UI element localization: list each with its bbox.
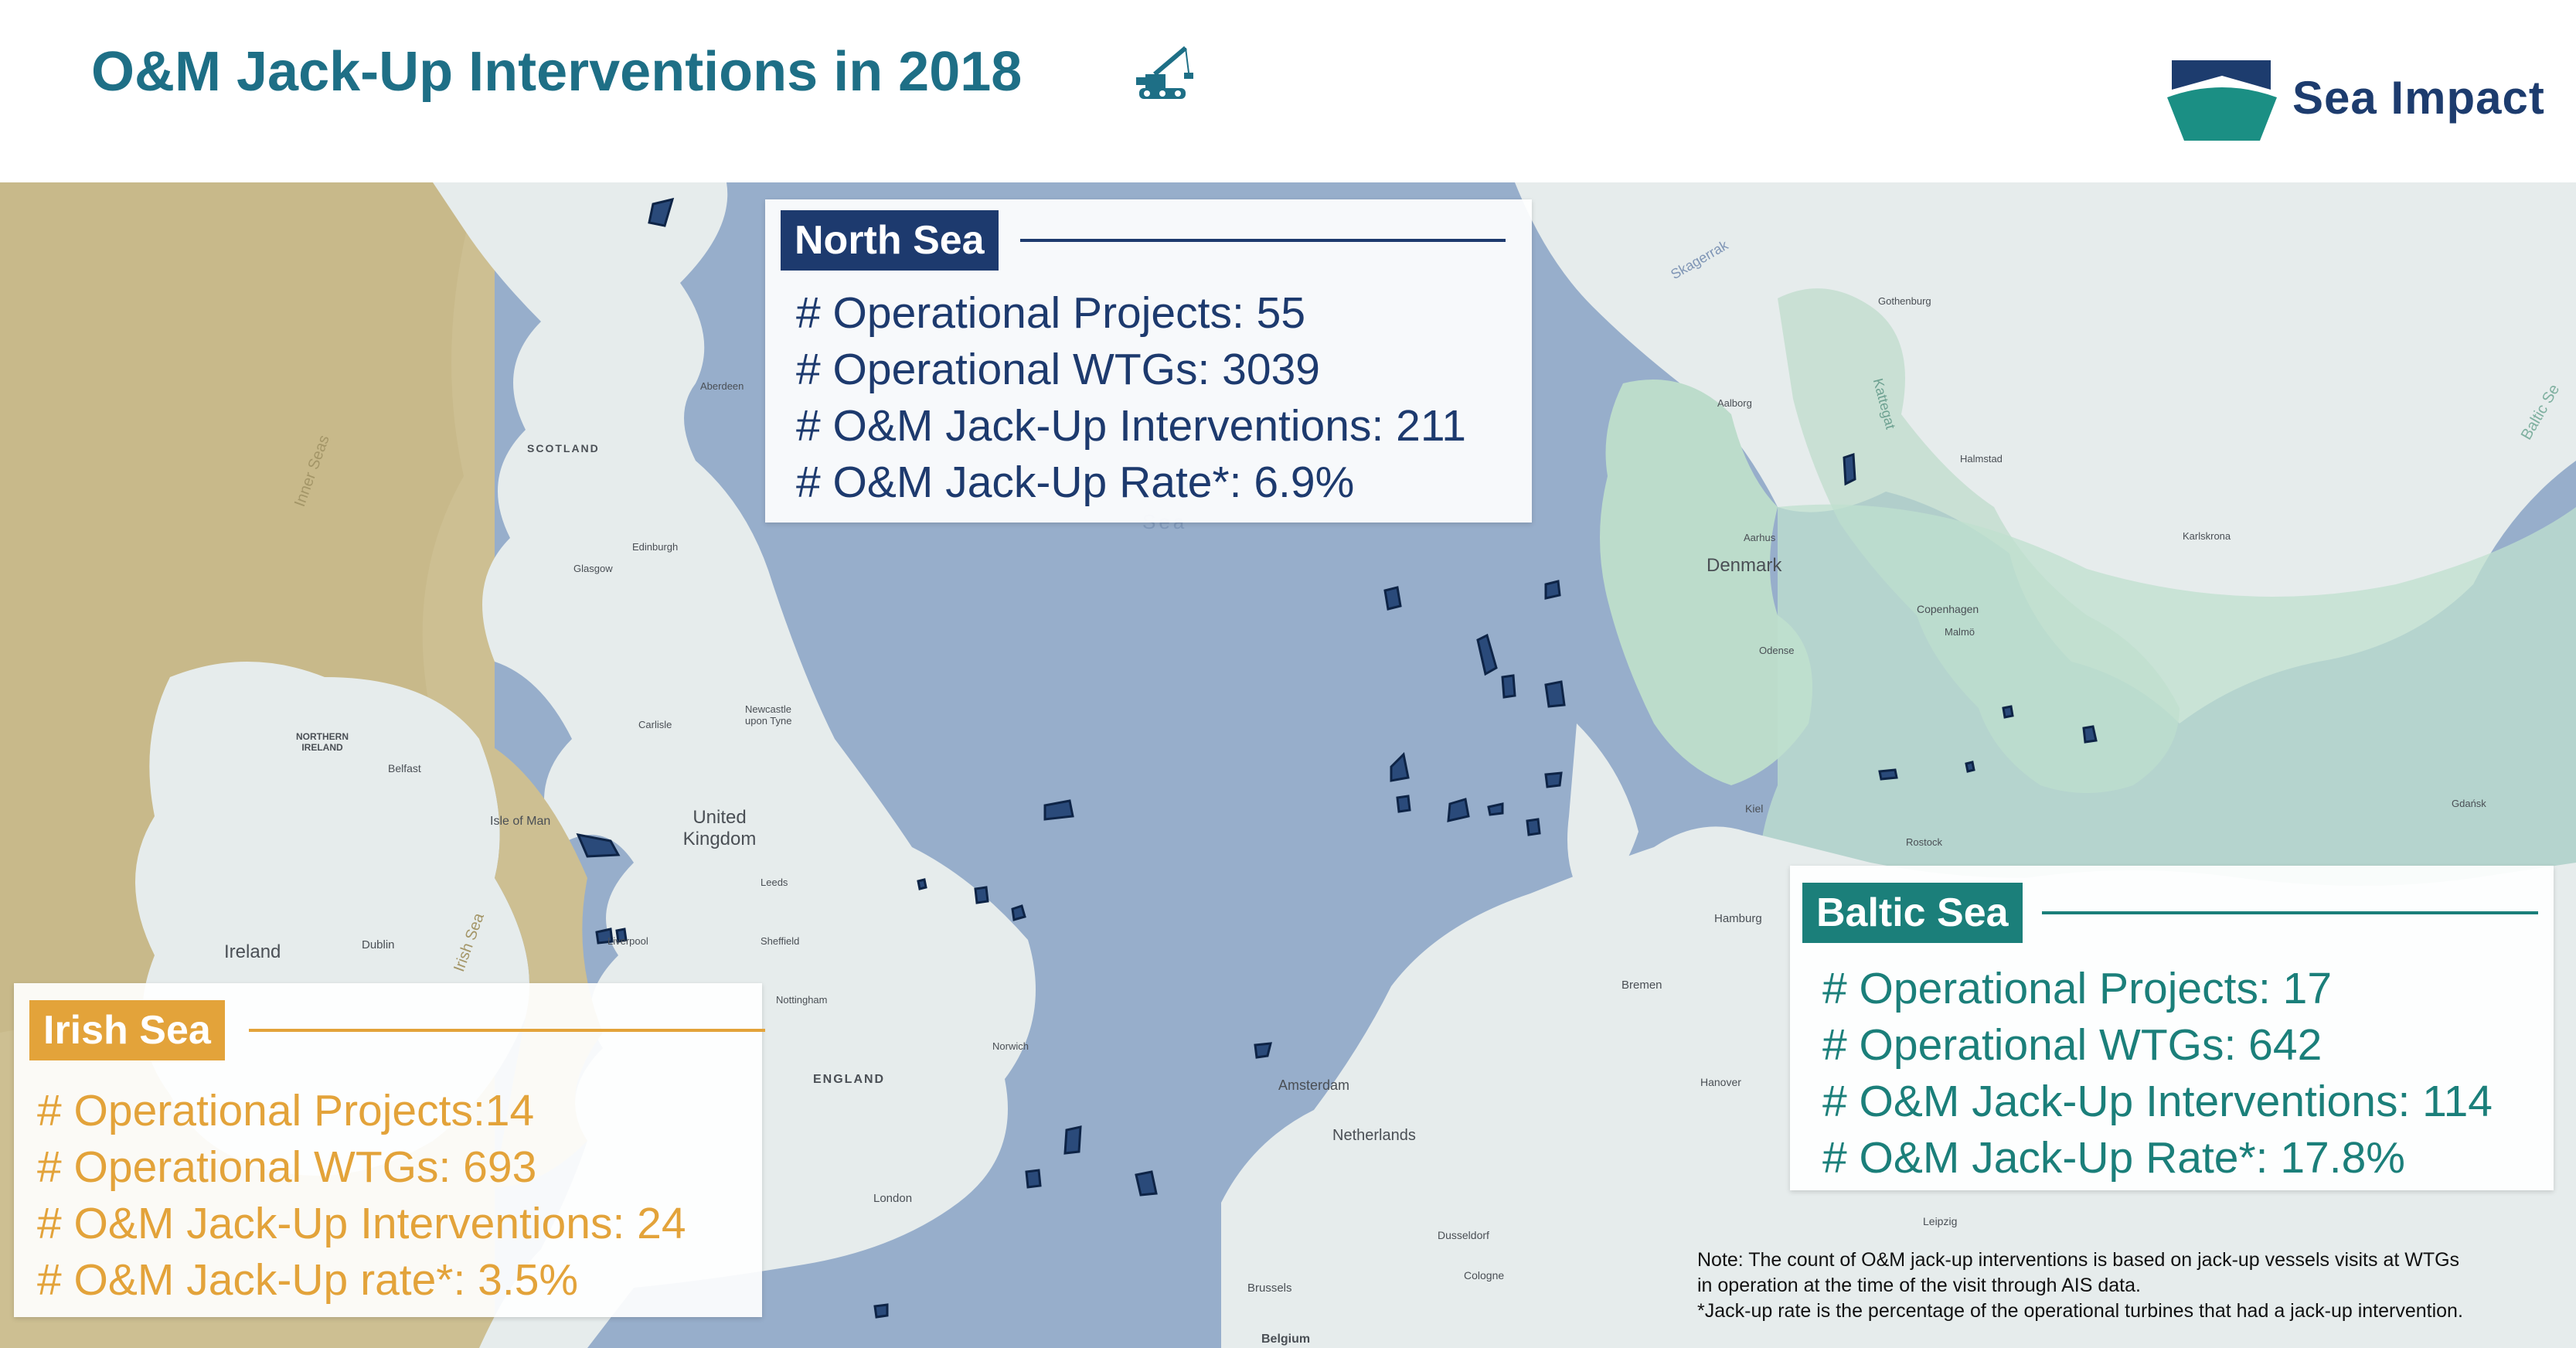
map-label-scotland: SCOTLAND bbox=[527, 442, 600, 454]
irish-sea-heading-rule bbox=[249, 1029, 765, 1032]
irish-sea-stat-wtgs: # Operational WTGs: 693 bbox=[37, 1142, 537, 1192]
map-label-glasgow: Glasgow bbox=[573, 563, 613, 574]
map-label-united-kingdom: United Kingdom bbox=[682, 807, 757, 849]
footnote-line-1: Note: The count of O&M jack-up intervent… bbox=[1697, 1249, 2460, 1271]
map-label-cologne: Cologne bbox=[1464, 1269, 1505, 1282]
north-sea-stat-interventions: # O&M Jack-Up Interventions: 211 bbox=[796, 401, 1466, 451]
irish-sea-stat-projects: # Operational Projects:14 bbox=[37, 1086, 535, 1135]
map-label-newcastle: Newcastle upon Tyne bbox=[745, 703, 792, 727]
north-sea-stat-rate: # O&M Jack-Up Rate*: 6.9% bbox=[796, 458, 1355, 507]
crane-icon bbox=[1136, 46, 1193, 99]
map-label-hamburg: Hamburg bbox=[1714, 912, 1762, 925]
map-label-nottingham: Nottingham bbox=[776, 994, 828, 1006]
map-label-dusseldorf: Dusseldorf bbox=[1438, 1229, 1489, 1241]
map-label-odense: Odense bbox=[1759, 645, 1795, 656]
map-label-gdansk: Gdańsk bbox=[2452, 798, 2486, 809]
great-britain-shape bbox=[433, 182, 1036, 1348]
denmark-shape bbox=[1600, 380, 1812, 785]
footnote-line-2: in operation at the time of the visit th… bbox=[1697, 1275, 2141, 1296]
map-label-halmstad: Halmstad bbox=[1960, 453, 2003, 465]
map-label-sheffield: Sheffield bbox=[761, 935, 800, 947]
footnote-line-3: *Jack-up rate is the percentage of the o… bbox=[1697, 1300, 2463, 1322]
baltic-sea-panel: Baltic Sea # Operational Projects: 17 # … bbox=[1790, 866, 2554, 1190]
map-label-england: ENGLAND bbox=[813, 1073, 886, 1086]
ship-hull-logo-icon bbox=[2167, 60, 2277, 141]
map-label-leipzig: Leipzig bbox=[1923, 1215, 1958, 1227]
north-sea-panel: North Sea # Operational Projects: 55 # O… bbox=[765, 199, 1532, 523]
map-label-northern-ireland: NORTHERN IRELAND bbox=[296, 731, 349, 753]
map-label-brussels: Brussels bbox=[1247, 1282, 1292, 1295]
wind-farm-polygons bbox=[648, 197, 1566, 1319]
map-label-london: London bbox=[873, 1192, 913, 1205]
header: O&M Jack-Up Interventions in 2018 Sea Im… bbox=[0, 0, 2576, 182]
irish-sea-stat-rate: # O&M Jack-Up rate*: 3.5% bbox=[37, 1255, 579, 1305]
baltic-sea-stat-rate: # O&M Jack-Up Rate*: 17.8% bbox=[1822, 1133, 2405, 1183]
north-sea-stat-projects: # Operational Projects: 55 bbox=[796, 288, 1306, 338]
baltic-sea-heading: Baltic Sea bbox=[1802, 883, 2023, 943]
map-label-aarhus: Aarhus bbox=[1744, 532, 1776, 543]
map-label-copenhagen: Copenhagen bbox=[1917, 603, 1979, 615]
footnote: Note: The count of O&M jack-up intervent… bbox=[1697, 1248, 2555, 1324]
irish-sea-heading: Irish Sea bbox=[29, 1000, 225, 1060]
map-label-isle-of-man: Isle of Man bbox=[490, 815, 551, 828]
map-label-edinburgh: Edinburgh bbox=[632, 541, 679, 553]
north-sea-heading: North Sea bbox=[781, 210, 999, 271]
map-label-rostock: Rostock bbox=[1906, 836, 1942, 848]
map-label-ireland: Ireland bbox=[224, 941, 281, 962]
brand-name: Sea Impact bbox=[2292, 72, 2545, 124]
map-label-netherlands: Netherlands bbox=[1332, 1127, 1416, 1144]
north-sea-stat-wtgs: # Operational WTGs: 3039 bbox=[796, 345, 1320, 394]
map-label-gothenburg: Gothenburg bbox=[1878, 295, 1931, 307]
irish-sea-panel: Irish Sea # Operational Projects:14 # Op… bbox=[14, 983, 765, 1317]
map-label-amsterdam: Amsterdam bbox=[1278, 1077, 1350, 1093]
irish-sea-stat-interventions: # O&M Jack-Up Interventions: 24 bbox=[37, 1199, 686, 1248]
map-label-bremen: Bremen bbox=[1621, 979, 1662, 992]
baltic-sea-stat-interventions: # O&M Jack-Up Interventions: 114 bbox=[1822, 1077, 2493, 1126]
north-sea-heading-rule bbox=[1020, 239, 1506, 242]
map-label-aberdeen: Aberdeen bbox=[700, 380, 744, 392]
map-label-kiel: Kiel bbox=[1745, 802, 1764, 815]
map-label-hanover: Hanover bbox=[1700, 1076, 1741, 1088]
baltic-sea-stat-projects: # Operational Projects: 17 bbox=[1822, 964, 2333, 1013]
map-label-denmark: Denmark bbox=[1707, 555, 1782, 576]
map-label-belfast: Belfast bbox=[388, 762, 421, 774]
baltic-sea-heading-rule bbox=[2042, 911, 2538, 914]
page-title: O&M Jack-Up Interventions in 2018 bbox=[91, 41, 1023, 103]
baltic-sea-stat-wtgs: # Operational WTGs: 642 bbox=[1822, 1020, 2322, 1070]
map-label-carlisle: Carlisle bbox=[638, 719, 672, 730]
map-label-karlskrona: Karlskrona bbox=[2183, 530, 2231, 542]
map-label-leeds: Leeds bbox=[761, 877, 788, 888]
map-label-malmo: Malmö bbox=[1945, 626, 1975, 638]
map-label-belgium: Belgium bbox=[1261, 1333, 1311, 1346]
map-label-aalborg: Aalborg bbox=[1717, 397, 1752, 409]
map-label-norwich: Norwich bbox=[992, 1040, 1029, 1052]
map-label-dublin: Dublin bbox=[362, 938, 395, 951]
map-label-liverpool: Liverpool bbox=[607, 935, 648, 947]
